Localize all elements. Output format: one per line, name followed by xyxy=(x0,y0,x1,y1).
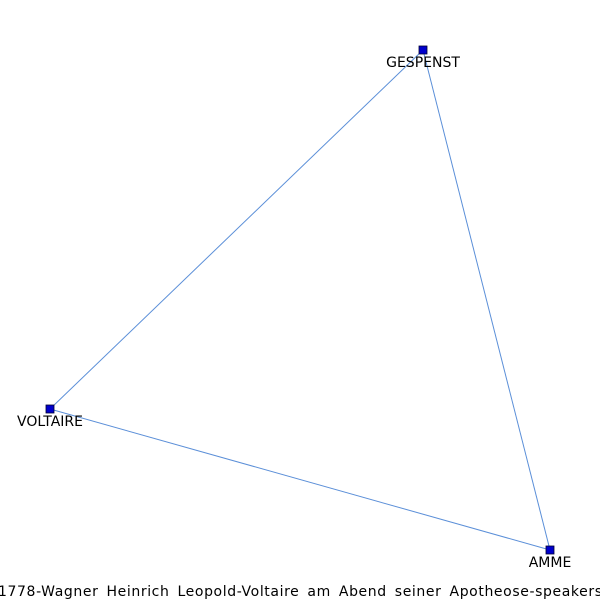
node-label-amme: AMME xyxy=(529,555,572,571)
diagram-caption: 1778-Wagner Heinrich Leopold-Voltaire am… xyxy=(0,584,600,600)
edge-voltaire-amme xyxy=(49,408,551,551)
node-gespenst[interactable]: GESPENST xyxy=(386,45,460,71)
node-voltaire[interactable]: VOLTAIRE xyxy=(17,404,83,430)
edge-gespenst-voltaire xyxy=(49,49,424,410)
edge-gespenst-amme xyxy=(422,49,551,551)
node-label-gespenst: GESPENST xyxy=(386,55,460,71)
node-marker-square xyxy=(45,404,55,414)
node-marker-square xyxy=(418,45,428,55)
node-marker-square xyxy=(545,545,555,555)
nodes-layer: GESPENST VOLTAIRE AMME xyxy=(17,45,572,571)
node-label-voltaire: VOLTAIRE xyxy=(17,414,83,430)
node-amme[interactable]: AMME xyxy=(529,545,572,571)
edges-layer xyxy=(49,49,551,551)
